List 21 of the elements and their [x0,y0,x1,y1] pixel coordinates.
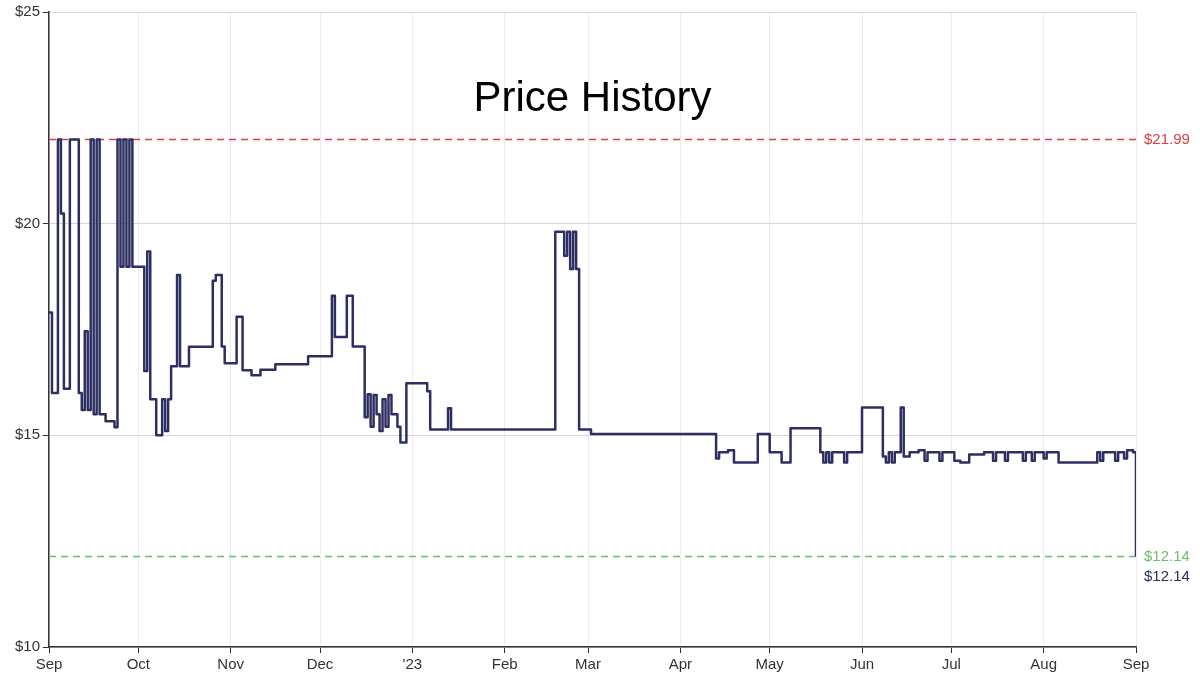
y-tick-label: $10 [14,637,40,655]
x-tick-label: Apr [668,655,693,673]
x-tick-label: Nov [217,655,245,673]
x-tick-label: Aug [1030,655,1058,673]
y-tick-label: $15 [14,425,40,443]
x-tick-label: '23 [402,655,423,673]
x-tick-label: Dec [306,655,334,673]
ref-line-label: $12.14 [1144,546,1190,564]
x-tick-label: Jul [941,655,961,673]
x-tick-label: Sep [1122,655,1150,673]
annotation: $12.14 [1144,566,1190,584]
y-tick-label: $20 [14,213,40,231]
x-tick-label: Oct [126,655,151,673]
x-tick-label: Feb [491,655,518,673]
x-tick-label: May [755,655,785,673]
text: Price History [473,72,712,120]
ref-line-label: $21.99 [1144,129,1190,147]
x-tick-label: Mar [575,655,601,673]
x-tick-label: Jun [849,655,875,673]
y-tick-label: $25 [14,2,40,20]
x-tick-label: Sep [35,655,63,673]
